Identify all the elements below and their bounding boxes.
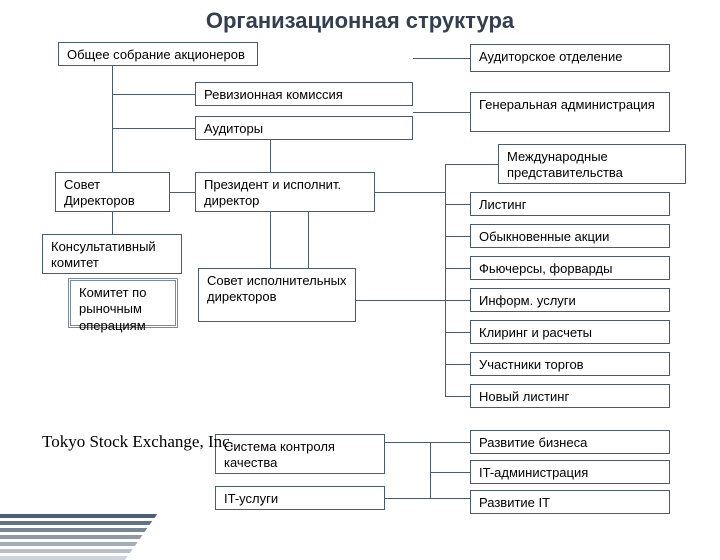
org-node-label: Генеральная администрация bbox=[479, 97, 655, 112]
connector-line bbox=[445, 364, 470, 365]
org-node-r1: Аудиторское отделение bbox=[470, 44, 670, 72]
org-node-n8: Совет исполнительных директоров bbox=[198, 268, 356, 322]
deco-bar bbox=[0, 535, 142, 539]
connector-line bbox=[270, 212, 271, 268]
connector-line bbox=[413, 112, 470, 113]
org-node-label: Общее собрание акционеров bbox=[67, 47, 245, 62]
org-node-r3: Международные представительства bbox=[498, 144, 686, 184]
org-node-label: Ревизионная комиссия bbox=[204, 87, 343, 102]
connector-line bbox=[375, 192, 445, 193]
connector-line bbox=[112, 94, 195, 95]
org-node-label: Новый листинг bbox=[479, 389, 569, 404]
deco-bar bbox=[0, 549, 133, 553]
org-node-n3: Аудиторы bbox=[195, 116, 413, 140]
org-node-label: Международные представительства bbox=[507, 149, 623, 180]
org-node-label: Развитие IT bbox=[479, 495, 550, 510]
connector-line bbox=[445, 268, 470, 269]
org-node-label: Консультативный комитет bbox=[51, 239, 156, 270]
org-node-label: IT-администрация bbox=[479, 465, 588, 480]
connector-line bbox=[445, 332, 470, 333]
deco-bar bbox=[0, 521, 152, 525]
connector-line bbox=[170, 192, 195, 193]
org-node-label: Фьючерсы, форварды bbox=[479, 261, 612, 276]
connector-line bbox=[308, 212, 309, 268]
org-node-r13: Развитие IT bbox=[470, 490, 670, 514]
org-node-r9: Участники торгов bbox=[470, 352, 670, 376]
org-node-n10: IT-услуги bbox=[215, 486, 385, 510]
org-node-label: IT-услуги bbox=[224, 491, 278, 506]
connector-line bbox=[445, 204, 470, 205]
org-node-n4: Совет Директоров bbox=[55, 172, 170, 212]
connector-line bbox=[112, 212, 113, 234]
org-node-r10: Новый листинг bbox=[470, 384, 670, 408]
org-node-label: Совет исполнительных директоров bbox=[207, 273, 347, 304]
org-node-label: Комитет по рыночным операциям bbox=[79, 285, 146, 333]
org-node-label: Развитие бизнеса bbox=[479, 435, 587, 450]
org-node-r12: IT-администрация bbox=[470, 460, 670, 484]
connector-line bbox=[445, 164, 446, 396]
org-node-r8: Клиринг и расчеты bbox=[470, 320, 670, 344]
org-node-n2: Ревизионная комиссия bbox=[195, 82, 413, 106]
org-node-r7: Информ. услуги bbox=[470, 288, 670, 312]
connector-line bbox=[445, 236, 470, 237]
org-node-r11: Развитие бизнеса bbox=[470, 430, 670, 454]
connector-line bbox=[356, 300, 470, 301]
deco-bar bbox=[0, 528, 147, 532]
org-node-n1: Общее собрание акционеров bbox=[58, 42, 258, 66]
org-node-n9: Система контроля качества bbox=[215, 434, 385, 474]
org-node-r2: Генеральная администрация bbox=[470, 92, 670, 132]
connector-line bbox=[270, 140, 271, 172]
corner-decoration bbox=[0, 460, 195, 560]
org-node-label: Аудиторское отделение bbox=[479, 49, 622, 64]
connector-line bbox=[112, 66, 113, 172]
org-node-label: Участники торгов bbox=[479, 357, 584, 372]
org-node-r6: Фьючерсы, форварды bbox=[470, 256, 670, 280]
connector-line bbox=[413, 58, 470, 59]
connector-line bbox=[430, 442, 431, 498]
org-node-r4: Листинг bbox=[470, 192, 670, 216]
connector-line bbox=[430, 472, 470, 473]
org-node-label: Клиринг и расчеты bbox=[479, 325, 592, 340]
org-node-label: Президент и исполнит. директор bbox=[204, 177, 341, 208]
deco-bar bbox=[0, 542, 138, 546]
org-node-r5: Обыкновенные акции bbox=[470, 224, 670, 248]
org-node-n6: Консультативный комитет bbox=[42, 234, 182, 274]
footer-company: Tokyo Stock Exchange, Inc. bbox=[42, 432, 234, 452]
connector-line bbox=[112, 128, 195, 129]
org-node-label: Обыкновенные акции bbox=[479, 229, 609, 244]
page-title: Организационная структура bbox=[0, 8, 720, 34]
connector-line bbox=[445, 396, 470, 397]
connector-line bbox=[385, 498, 470, 499]
org-node-n5: Президент и исполнит. директор bbox=[195, 172, 375, 212]
org-node-label: Информ. услуги bbox=[479, 293, 576, 308]
connector-line bbox=[385, 442, 470, 443]
deco-bar bbox=[0, 514, 157, 518]
org-node-n7: Комитет по рыночным операциям bbox=[68, 278, 178, 328]
org-node-label: Листинг bbox=[479, 197, 526, 212]
org-node-label: Аудиторы bbox=[204, 121, 263, 136]
connector-line bbox=[445, 164, 498, 165]
deco-bar bbox=[0, 556, 128, 560]
org-node-label: Совет Директоров bbox=[64, 177, 135, 208]
org-node-label: Система контроля качества bbox=[224, 439, 335, 470]
